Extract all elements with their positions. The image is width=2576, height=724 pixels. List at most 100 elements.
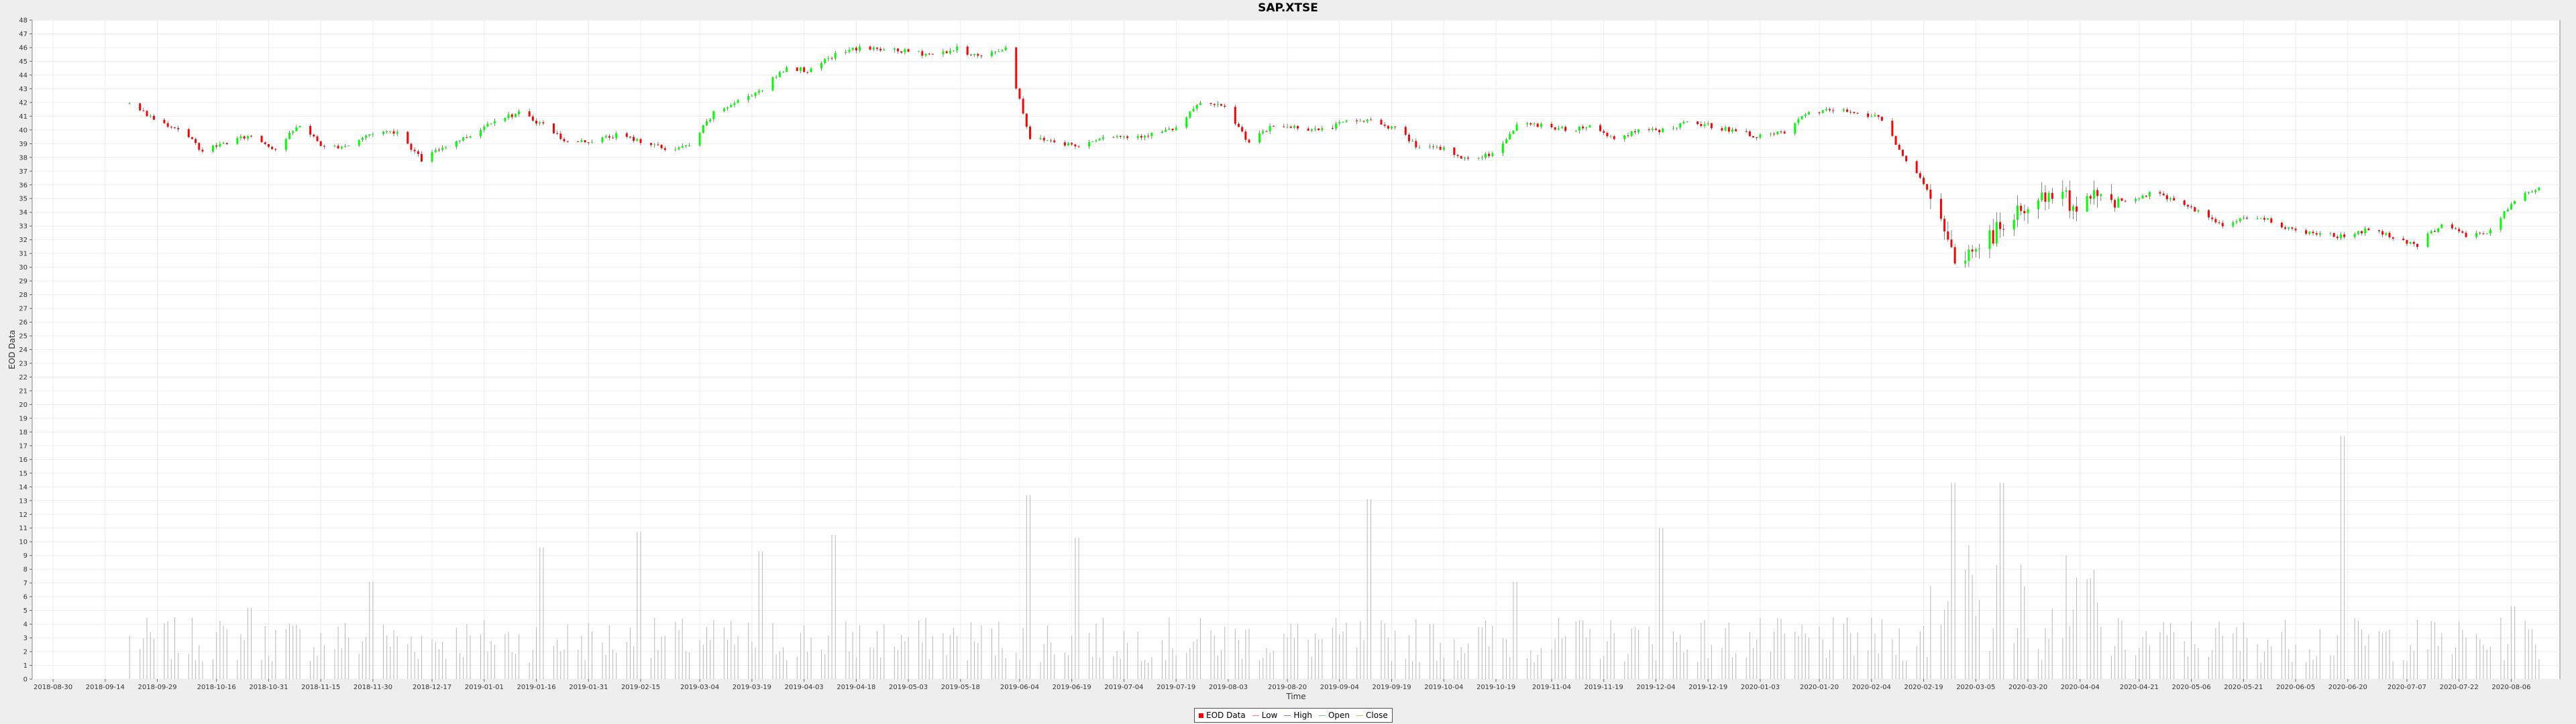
candle-body	[709, 119, 712, 121]
candle-body	[924, 53, 927, 56]
y-tick-label: 7	[23, 580, 28, 587]
candle-body	[2270, 218, 2273, 223]
legend-swatch-eod	[1199, 713, 1203, 718]
candle-body	[1067, 143, 1070, 145]
candle-body	[1682, 121, 1685, 124]
candle-body	[2016, 205, 2019, 221]
candle-body	[1540, 123, 1542, 127]
candle-body	[1943, 219, 1946, 232]
candle-body	[535, 121, 538, 124]
candle-body	[727, 107, 729, 109]
y-tick-label: 20	[19, 402, 28, 409]
candle-body	[712, 111, 715, 119]
candle-body	[1974, 249, 1977, 252]
y-tick-label: 45	[19, 58, 28, 66]
y-tick-label: 18	[19, 429, 28, 436]
candle-body	[1748, 131, 1751, 137]
candle-body	[1995, 222, 1998, 244]
candle-body	[1140, 135, 1142, 138]
candle-body	[1224, 105, 1226, 107]
candle-body	[1175, 127, 1177, 131]
candle-body	[771, 77, 774, 90]
candle-body	[2377, 230, 2380, 231]
candle-body	[775, 76, 777, 78]
candle-body	[2023, 210, 2026, 214]
candle-body	[1453, 147, 1456, 156]
candle-body	[1536, 123, 1539, 127]
candle-body	[146, 111, 148, 117]
candle-body	[636, 139, 639, 141]
candle-body	[1905, 156, 1908, 162]
y-tick-label: 21	[19, 387, 28, 395]
candle-body	[2044, 192, 2047, 202]
candle-body	[1199, 103, 1201, 105]
candle-body	[1460, 156, 1462, 159]
y-tick-label: 46	[19, 44, 28, 52]
candle-body	[1053, 140, 1056, 143]
candle-body	[195, 139, 197, 143]
candle-body	[552, 123, 555, 133]
candle-body	[2329, 233, 2332, 234]
candle-body	[2475, 233, 2478, 237]
candle-body	[1244, 131, 1247, 140]
candle-body	[246, 135, 249, 139]
candle-body	[1116, 135, 1118, 137]
x-tick-label: 2019-04-18	[837, 684, 875, 691]
candle-body	[1404, 127, 1407, 135]
candle-body	[1369, 119, 1372, 121]
candle-body	[633, 137, 635, 141]
y-tick-label: 25	[19, 333, 28, 341]
legend-label-high: High	[1293, 711, 1312, 720]
legend-label-low: Low	[1261, 711, 1278, 720]
candle-body	[2117, 198, 2120, 208]
candle-body	[511, 114, 513, 117]
y-axis-label: EOD Data	[7, 330, 17, 369]
candle-body	[466, 137, 468, 138]
candle-body	[2506, 209, 2509, 211]
candle-body	[590, 142, 593, 143]
candle-body	[810, 68, 812, 72]
x-tick-label: 2020-03-20	[2008, 684, 2047, 691]
candle-body	[1147, 135, 1150, 137]
x-tick-label: 2018-10-31	[249, 684, 288, 691]
candle-body	[799, 67, 802, 71]
y-tick-label: 31	[19, 251, 28, 258]
candle-body	[1144, 135, 1146, 138]
candle-body	[1262, 131, 1265, 133]
candle-body	[2433, 231, 2436, 232]
candle-body	[2524, 192, 2526, 201]
candle-body	[323, 145, 325, 147]
y-tick-label: 1	[23, 662, 28, 670]
candle-body	[2426, 233, 2429, 247]
candle-body	[977, 54, 979, 56]
candle-body	[612, 137, 614, 139]
candle-body	[653, 144, 656, 145]
candle-body	[1102, 137, 1104, 139]
legend-swatch-low	[1252, 715, 1259, 716]
candle-body	[806, 72, 809, 73]
candle-body	[2409, 242, 2412, 244]
y-tick-label: 14	[19, 484, 28, 491]
candle-body	[1623, 135, 1626, 139]
candle-body	[410, 143, 413, 150]
candle-body	[1898, 144, 1900, 150]
candle-body	[201, 149, 204, 152]
candle-body	[1091, 141, 1094, 143]
candle-body	[1627, 135, 1629, 136]
candle-body	[319, 141, 322, 146]
candle-body	[952, 50, 955, 52]
candle-body	[1550, 123, 1553, 127]
candle-body	[1797, 119, 1800, 123]
candle-body	[219, 143, 221, 147]
candle-body	[1679, 123, 1682, 128]
x-tick-label: 2018-12-17	[413, 684, 451, 691]
candle-body	[904, 49, 906, 53]
candle-body	[1234, 107, 1236, 124]
legend-label-close: Close	[1366, 711, 1388, 720]
candle-body	[1672, 127, 1674, 129]
x-tick-label: 2019-03-04	[680, 684, 719, 691]
y-tick-label: 17	[19, 442, 28, 450]
candle-body	[2416, 243, 2418, 247]
candle-body	[139, 103, 142, 111]
